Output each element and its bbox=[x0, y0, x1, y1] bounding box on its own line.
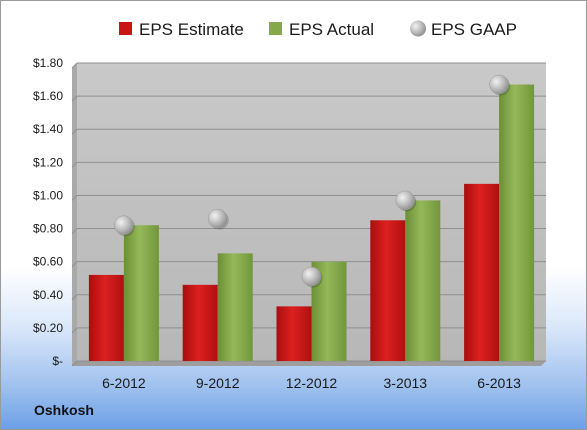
y-tick-label: $0.40 bbox=[33, 288, 63, 302]
legend-swatch bbox=[410, 20, 426, 37]
bar-eps-estimate bbox=[88, 274, 124, 361]
bar-eps-estimate bbox=[182, 284, 218, 361]
x-tick-label: 3-2013 bbox=[384, 375, 428, 391]
y-tick-label: $0.80 bbox=[33, 222, 63, 236]
bar-eps-estimate bbox=[370, 220, 406, 361]
x-tick-label: 12-2012 bbox=[286, 375, 338, 391]
gridline-side bbox=[71, 360, 78, 367]
gridline-side bbox=[71, 62, 78, 69]
bar-eps-actual bbox=[405, 200, 441, 361]
legend-label: EPS Actual bbox=[289, 20, 374, 39]
marker-eps-gaap bbox=[395, 190, 416, 211]
y-tick-label: $- bbox=[52, 354, 63, 368]
y-tick-label: $1.00 bbox=[33, 188, 63, 202]
x-tick-label: 6-2013 bbox=[477, 375, 521, 391]
bar-eps-estimate bbox=[464, 183, 500, 361]
legend: EPS Estimate EPS Actual EPS GAAP bbox=[119, 20, 517, 39]
plot-area: $- $0.20 $0.40 $0.60 $0.80 $1.00 $1.20 $1.40 $1.… bbox=[33, 56, 546, 391]
bar-eps-estimate bbox=[276, 306, 312, 361]
gridline-side bbox=[71, 161, 78, 168]
marker-eps-gaap bbox=[114, 215, 134, 235]
marker-eps-gaap bbox=[207, 208, 228, 229]
gridline-side bbox=[71, 261, 78, 268]
y-tick-label: $1.40 bbox=[33, 122, 63, 136]
legend-label: EPS Estimate bbox=[139, 20, 244, 39]
marker-eps-gaap bbox=[301, 266, 322, 287]
plot-side-wall bbox=[72, 63, 77, 366]
legend-swatch bbox=[119, 22, 132, 35]
y-tick-label: $1.60 bbox=[33, 89, 63, 103]
gridline-side bbox=[71, 95, 78, 102]
x-tick-label: 6-2012 bbox=[102, 375, 146, 391]
bar-eps-actual bbox=[123, 225, 159, 361]
plot-floor bbox=[72, 361, 546, 366]
y-tick-label: $0.60 bbox=[33, 255, 63, 269]
y-tick-label: $1.80 bbox=[33, 56, 63, 70]
company-label: Oshkosh bbox=[34, 402, 94, 418]
legend-swatch bbox=[269, 22, 282, 35]
x-tick-label: 9-2012 bbox=[196, 375, 240, 391]
marker-eps-gaap bbox=[489, 74, 509, 95]
gridline-side bbox=[71, 228, 78, 234]
gridline-side bbox=[71, 195, 78, 201]
gridline-side bbox=[71, 128, 78, 135]
gridline-side bbox=[71, 294, 78, 301]
y-tick-label: $0.20 bbox=[33, 321, 63, 335]
bar-eps-actual bbox=[499, 84, 535, 362]
bar-eps-actual bbox=[217, 253, 253, 361]
gridline-side bbox=[71, 327, 78, 334]
legend-label: EPS GAAP bbox=[431, 20, 517, 39]
y-tick-label: $1.20 bbox=[33, 155, 63, 169]
